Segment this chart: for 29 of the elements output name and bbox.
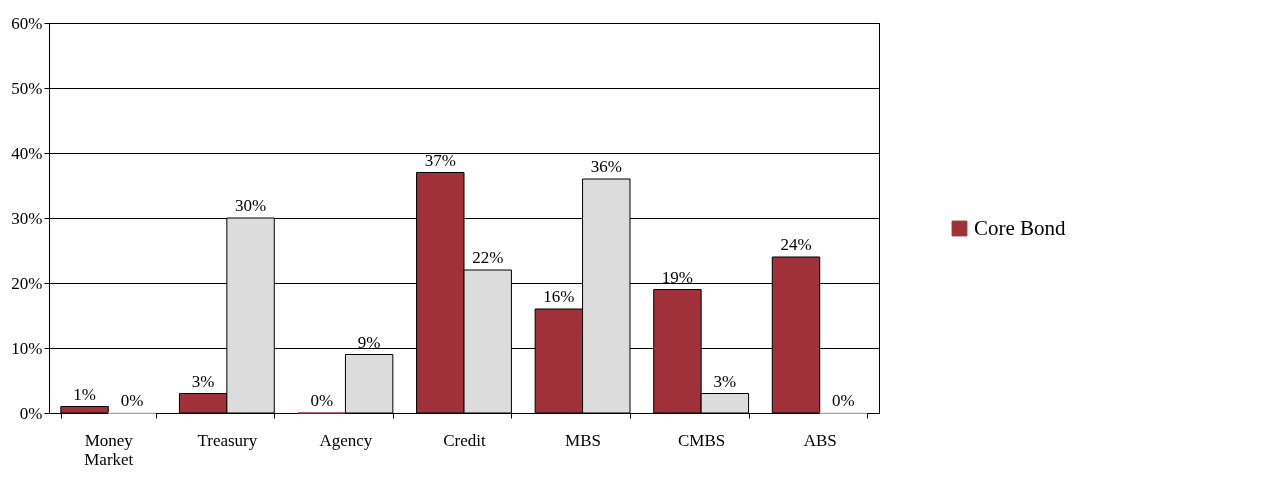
- data-label: 36%: [590, 157, 622, 176]
- data-label: 0%: [310, 391, 334, 410]
- x-tick-label: Money Market: [84, 430, 134, 469]
- data-label: 16%: [543, 287, 575, 306]
- data-label: 19%: [661, 267, 694, 287]
- y-tick-label: 0%: [19, 403, 43, 423]
- data-label: 3%: [191, 371, 215, 391]
- y-tick-label: 30%: [11, 208, 43, 228]
- data-label: 37%: [424, 150, 456, 170]
- legend-label: Core Bond: [974, 215, 1067, 240]
- x-tick-label: MBS: [565, 430, 602, 450]
- data-label: 30%: [234, 196, 267, 215]
- y-tick-label: 50%: [11, 78, 43, 98]
- x-tick-label: CMBS: [678, 430, 726, 450]
- x-tick-label: Treasury: [197, 430, 258, 450]
- data-label: 22%: [472, 248, 504, 267]
- data-label: 3%: [713, 371, 737, 391]
- data-label: 0%: [120, 391, 144, 410]
- y-tick-label: 60%: [11, 13, 43, 33]
- y-tick-label: 10%: [11, 338, 43, 358]
- data-label: 24%: [780, 235, 812, 254]
- x-tick-label: Agency: [319, 430, 373, 450]
- x-tick-label: Credit: [443, 430, 487, 450]
- data-label: 0%: [832, 391, 855, 410]
- data-label: 1%: [73, 384, 96, 404]
- data-label: 9%: [357, 332, 381, 352]
- y-tick-label: 40%: [11, 143, 43, 163]
- y-tick-label: 20%: [11, 273, 43, 293]
- x-tick-label: ABS: [803, 430, 837, 450]
